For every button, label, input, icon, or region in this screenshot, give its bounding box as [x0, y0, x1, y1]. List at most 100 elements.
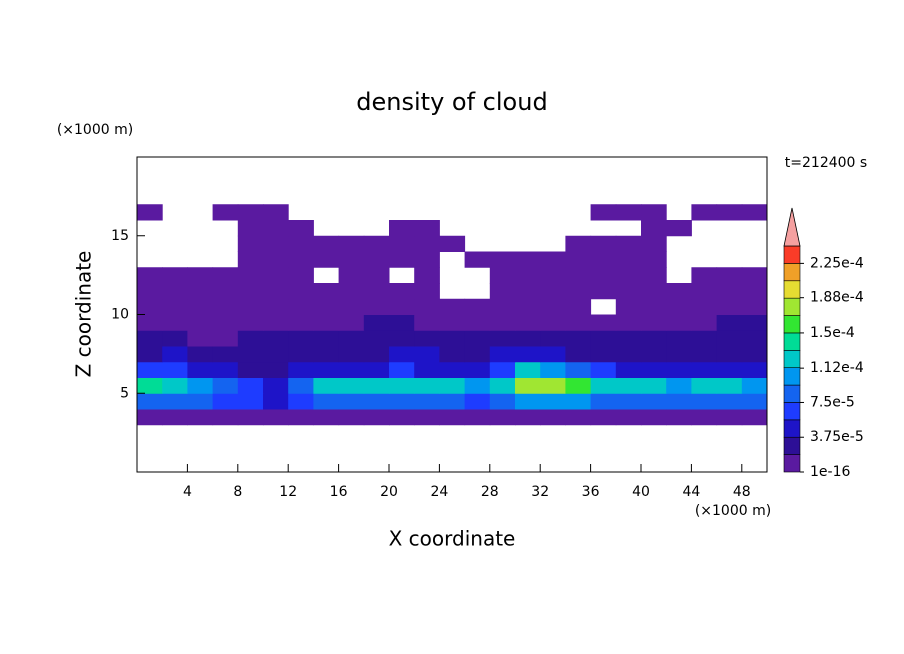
contour-cell — [237, 220, 264, 237]
contour-cell — [288, 314, 314, 331]
contour-cell — [716, 298, 743, 315]
contour-cell — [162, 361, 188, 378]
contour-cell — [237, 361, 264, 378]
contour-cell — [414, 235, 440, 252]
colorbar-band — [783, 367, 801, 386]
contour-cell — [363, 267, 390, 284]
y-tick-label: 10 — [111, 307, 129, 323]
contour-cell — [641, 267, 667, 284]
contour-cell — [540, 361, 566, 378]
contour-cell — [565, 377, 592, 394]
contour-cell — [515, 298, 541, 315]
contour-cell — [338, 298, 365, 315]
contour-cell — [641, 283, 667, 300]
contour-cell — [741, 298, 768, 315]
contour-cell — [288, 393, 314, 410]
colorbar-label: 1e-16 — [810, 464, 850, 480]
contour-cell — [565, 393, 592, 410]
contour-cell — [338, 361, 365, 378]
contour-cell — [666, 393, 692, 410]
contour-cell — [741, 330, 768, 347]
contour-cell — [187, 377, 214, 394]
contour-cell — [590, 409, 617, 426]
contour-cell — [414, 361, 440, 378]
contour-cell — [565, 330, 592, 347]
contour-cell — [212, 314, 239, 331]
contour-cell — [716, 330, 743, 347]
contour-cell — [263, 235, 289, 252]
contour-cell — [565, 267, 592, 284]
colorbar-band — [783, 297, 801, 316]
contour-cell — [515, 283, 541, 300]
contour-cell — [363, 298, 390, 315]
colorbar-band — [783, 315, 801, 334]
contour-cell — [137, 204, 163, 221]
contour-cell — [691, 314, 718, 331]
contour-cell — [439, 235, 466, 252]
contour-cell — [313, 283, 340, 300]
contour-cell — [237, 283, 264, 300]
contour-cell — [414, 267, 440, 284]
contour-cell — [439, 377, 466, 394]
contour-cell — [464, 314, 491, 331]
contour-cell — [137, 330, 163, 347]
contour-cell — [641, 330, 667, 347]
colorbar-band — [783, 245, 801, 264]
contour-cell — [313, 330, 340, 347]
contour-cell — [666, 377, 692, 394]
chart-title: density of cloud — [356, 88, 547, 116]
contour-cell — [263, 204, 289, 221]
contour-cell — [414, 220, 440, 237]
contour-cell — [565, 235, 592, 252]
contour-cell — [237, 377, 264, 394]
contour-cell — [313, 393, 340, 410]
contour-cell — [313, 298, 340, 315]
contour-cell — [691, 283, 718, 300]
contour-cell — [263, 393, 289, 410]
contour-cell — [691, 204, 718, 221]
x-tick-label: 20 — [380, 484, 398, 500]
contour-cell — [716, 393, 743, 410]
contour-cell — [666, 361, 692, 378]
contour-cell — [515, 346, 541, 363]
contour-cell — [515, 377, 541, 394]
contour-cell — [540, 409, 566, 426]
contour-cell — [666, 298, 692, 315]
contour-cell — [464, 393, 491, 410]
contour-cell — [187, 346, 214, 363]
contour-cell — [363, 235, 390, 252]
contour-cell — [162, 298, 188, 315]
contour-cell — [590, 267, 617, 284]
contour-cell — [666, 409, 692, 426]
contour-cell — [313, 235, 340, 252]
contour-cell — [212, 283, 239, 300]
contour-cell — [237, 251, 264, 268]
contour-cell — [237, 267, 264, 284]
colorbar-band — [783, 350, 801, 368]
contour-cell — [137, 346, 163, 363]
contour-cell — [162, 330, 188, 347]
contour-cell — [515, 267, 541, 284]
contour-cell — [590, 393, 617, 410]
contour-cell — [590, 283, 617, 300]
contour-cell — [464, 298, 491, 315]
colorbar-band — [783, 280, 801, 299]
contour-cell — [615, 409, 642, 426]
contour-cell — [414, 346, 440, 363]
x-tick-label: 16 — [330, 484, 348, 500]
contour-cell — [666, 283, 692, 300]
contour-cell — [464, 251, 491, 268]
contour-cell — [288, 267, 314, 284]
contour-cell — [615, 204, 642, 221]
contour-cell — [288, 251, 314, 268]
contour-cell — [137, 283, 163, 300]
contour-cell — [515, 393, 541, 410]
contour-cell — [439, 361, 466, 378]
contour-cell — [313, 251, 340, 268]
contour-cell — [187, 361, 214, 378]
contour-cell — [288, 298, 314, 315]
contour-cell — [263, 267, 289, 284]
contour-cell — [363, 283, 390, 300]
